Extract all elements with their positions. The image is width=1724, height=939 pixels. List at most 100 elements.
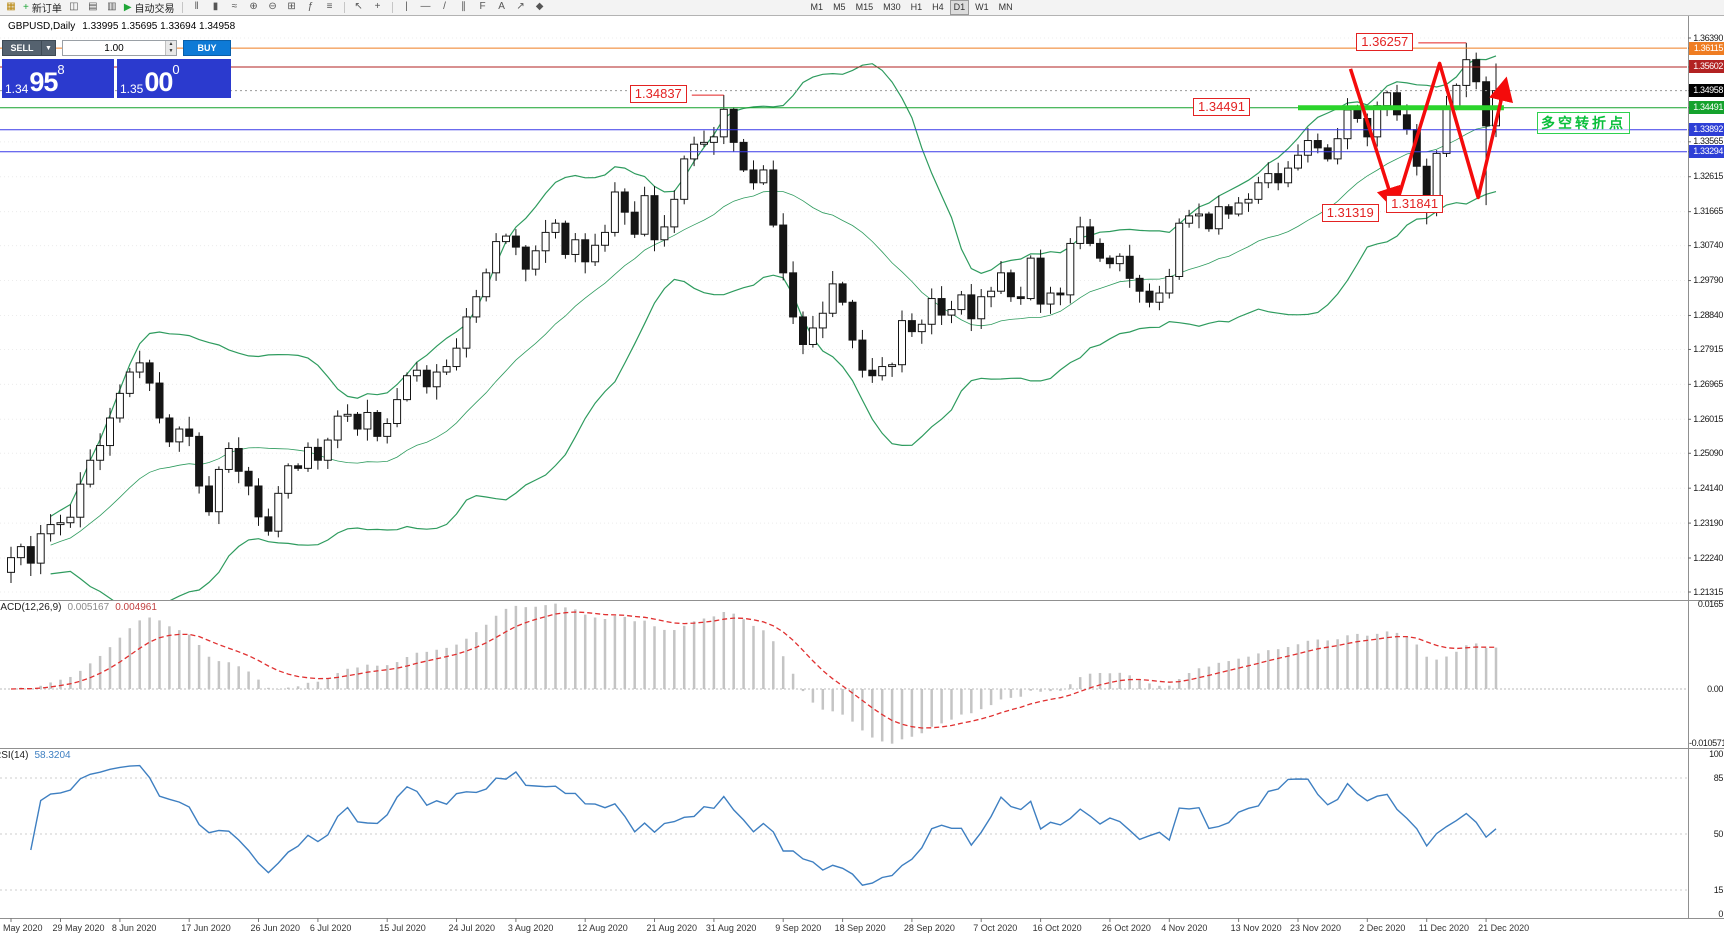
sell-price-big: 95 <box>29 67 58 97</box>
horizontal-line-icon[interactable]: — <box>420 1 431 12</box>
cursor-icon[interactable]: ↖ <box>354 1 363 12</box>
trend-arrow[interactable] <box>1348 68 1401 212</box>
date-label: 23 Nov 2020 <box>1290 923 1342 933</box>
macd-name: MACD(12,26,9) <box>0 602 62 613</box>
macd-axis-label: 0.00 <box>1707 684 1723 694</box>
price-annotation[interactable]: 1.36257 <box>1356 32 1414 51</box>
timeframe-group: M1 M5 M15 M30 H1 H4 D1 W1 MN <box>807 0 1017 15</box>
candle-chart-icon[interactable]: ▮ <box>212 1 219 12</box>
price-tick: 1.26015 <box>1693 413 1723 424</box>
price-annotation[interactable]: 1.34837 <box>629 85 687 104</box>
tile-windows-icon[interactable]: ⊞ <box>287 1 296 12</box>
vertical-line-icon[interactable]: | <box>405 1 408 12</box>
date-label: 13 Nov 2020 <box>1230 923 1282 933</box>
volume-decrease-button[interactable]: ▼ <box>166 48 176 55</box>
profiles-icon[interactable]: ▤ <box>88 1 98 12</box>
shapes-icon[interactable]: ◆ <box>535 1 544 12</box>
price-axis: 1.36390 1.36115 1.35602 1.34958 1.34491 1.338… <box>1689 0 1724 939</box>
price-tick: 1.29790 <box>1693 275 1723 286</box>
zoom-in-icon[interactable]: ⊕ <box>249 1 258 12</box>
arrow-tool-icon[interactable]: ↗ <box>516 1 525 12</box>
new-order-icon: + <box>23 2 29 13</box>
order-dropdown-button[interactable]: ▼ <box>42 40 56 56</box>
date-label: 24 Jul 2020 <box>448 923 496 933</box>
main-chart-area <box>0 37 1687 600</box>
macd-axis-label: 0.0165 <box>1697 599 1724 609</box>
macd-signal-line <box>10 611 1497 729</box>
crosshair-icon[interactable]: + <box>374 1 381 12</box>
date-label: 16 Oct 2020 <box>1032 923 1082 933</box>
timeframe-h4[interactable]: H4 <box>932 2 944 12</box>
auto-trading-button[interactable]: ▶ 自动交易 <box>124 0 175 15</box>
price-tick: 1.26965 <box>1693 378 1723 389</box>
price-annotation[interactable]: 1.34491 <box>1193 97 1250 116</box>
buy-button[interactable]: BUY <box>183 40 231 56</box>
symbol-period-label: GBPUSD,Daily <box>8 21 76 32</box>
new-order-button[interactable]: + 新订单 <box>23 0 62 15</box>
macd-main-value: 0.005167 <box>67 602 110 613</box>
date-label: 2 Dec 2020 <box>1359 923 1406 933</box>
price-tag: 1.33294 <box>1689 145 1724 159</box>
trend-arrow[interactable] <box>1393 61 1514 210</box>
bar-chart-icon[interactable]: ‖ <box>194 1 199 12</box>
date-label: 8 Jun 2020 <box>111 923 157 933</box>
buy-price-base: 1.35 <box>120 82 144 96</box>
date-label: 31 Aug 2020 <box>705 923 757 933</box>
date-axis: May 2020 29 May 2020 8 Jun 2020 17 Jun 2020… <box>0 920 1724 938</box>
price-tick: 1.23190 <box>1693 517 1723 528</box>
volume-increase-button[interactable]: ▲ <box>166 41 176 48</box>
toolbar-separator <box>181 2 183 13</box>
turning-point-annotation[interactable]: 多空转折点 <box>1537 112 1630 134</box>
text-icon[interactable]: A <box>498 1 505 12</box>
date-label: 12 Aug 2020 <box>577 923 628 933</box>
price-tag: 1.34958 <box>1689 84 1724 98</box>
new-chart-icon[interactable]: ▦ <box>6 1 16 12</box>
timeframe-m1[interactable]: M1 <box>810 2 824 12</box>
price-tag: 1.36115 <box>1689 41 1724 55</box>
sell-price-pip: 8 <box>57 62 65 77</box>
layouts-icon[interactable]: ▥ <box>107 1 117 12</box>
price-tick: 1.31665 <box>1693 206 1723 217</box>
line-chart-icon[interactable]: ≈ <box>231 1 238 12</box>
bollinger-upper-band <box>50 55 1497 517</box>
fibonacci-icon[interactable]: F <box>479 1 486 12</box>
price-annotation[interactable]: 1.31319 <box>1321 204 1379 223</box>
price-annotation[interactable]: 1.31841 <box>1386 195 1444 214</box>
date-label: 21 Dec 2020 <box>1478 923 1530 933</box>
date-label: 29 May 2020 <box>52 923 105 933</box>
price-tick: 1.24140 <box>1693 482 1723 493</box>
date-label: 6 Jul 2020 <box>309 923 352 933</box>
price-tick: 1.30740 <box>1693 240 1723 251</box>
timeframe-m15[interactable]: M15 <box>855 2 874 12</box>
price-tick: 1.36390 <box>1693 32 1723 43</box>
zoom-out-icon[interactable]: ⊖ <box>268 1 277 12</box>
volume-input[interactable] <box>63 41 165 55</box>
timeframe-m30[interactable]: M30 <box>883 2 901 12</box>
auto-trading-label: 自动交易 <box>134 4 175 15</box>
trendline-icon[interactable]: / <box>443 1 446 12</box>
rsi-axis-label: 100 <box>1709 749 1723 759</box>
date-label: 28 Sep 2020 <box>903 923 955 933</box>
date-label: 26 Oct 2020 <box>1101 923 1151 933</box>
chart-title: GBPUSD,Daily 1.33995 1.35695 1.33694 1.34… <box>8 21 235 32</box>
chart-window-icon[interactable]: ◫ <box>69 1 79 12</box>
timeframe-w1[interactable]: W1 <box>975 2 989 12</box>
indicators-icon[interactable]: ƒ <box>307 1 314 12</box>
sell-price-base: 1.34 <box>5 82 29 96</box>
sell-button[interactable]: SELL <box>2 40 42 56</box>
timeframe-h1[interactable]: H1 <box>910 2 923 12</box>
sell-price-button[interactable]: 1.34 95 8 <box>2 59 114 98</box>
buy-price-button[interactable]: 1.35 00 0 <box>117 59 231 98</box>
price-tick: 1.28840 <box>1693 309 1723 320</box>
timeframe-d1[interactable]: D1 <box>949 0 970 15</box>
date-label: 15 Jul 2020 <box>379 923 426 933</box>
periods-icon[interactable]: ≡ <box>326 1 333 12</box>
toolbar-separator <box>343 2 345 13</box>
timeframe-m5[interactable]: M5 <box>833 2 846 12</box>
rsi-axis-label: 85 <box>1713 773 1724 783</box>
equidistant-channel-icon[interactable]: ∥ <box>461 1 467 12</box>
timeframe-mn[interactable]: MN <box>998 2 1013 12</box>
trade-price-row: 1.34 95 8 1.35 00 0 <box>2 59 231 98</box>
price-tick: 1.22240 <box>1693 552 1723 563</box>
